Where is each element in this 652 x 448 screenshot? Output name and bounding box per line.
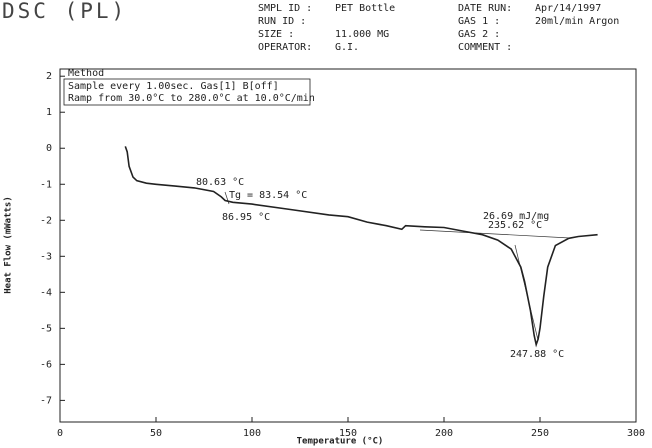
method-box (63, 78, 311, 106)
annotation: Tg = 83.54 °C (229, 190, 307, 201)
annotation: 86.95 °C (222, 212, 270, 223)
chart-title: DSC (PL) (2, 0, 127, 23)
header-label: SIZE : (258, 29, 294, 40)
x-tick-label: 250 (531, 428, 549, 439)
y-tick-label: -2 (40, 215, 52, 226)
x-tick-label: 100 (243, 428, 261, 439)
x-tick-label: 0 (57, 428, 63, 439)
method-title: Method (68, 68, 104, 79)
header-value: 11.000 MG (335, 29, 389, 40)
y-tick-label: 0 (46, 143, 52, 154)
header-label: RUN ID : (258, 16, 306, 27)
y-tick-label: -4 (40, 287, 52, 298)
annotation: 80.63 °C (196, 177, 244, 188)
annotation: 247.88 °C (510, 349, 564, 360)
x-axis-label: Temperature (°C) (297, 437, 384, 447)
header-label: DATE RUN: (458, 3, 512, 14)
y-tick-label: -7 (40, 395, 52, 406)
y-tick-label: -1 (40, 179, 52, 190)
heat-flow-curve (124, 146, 598, 348)
x-tick-label: 50 (150, 428, 162, 439)
y-axis-label: Heat Flow (mWatts) (4, 196, 14, 294)
header-label: SMPL ID : (258, 3, 312, 14)
method-line: Ramp from 30.0°C to 280.0°C at 10.0°C/mi… (68, 93, 315, 104)
header-label: GAS 1 : (458, 16, 500, 27)
baseline-construction (419, 229, 571, 239)
header-value: 20ml/min Argon (535, 16, 619, 27)
header-value: PET Bottle (335, 3, 395, 14)
annotation: 26.69 mJ/mg (483, 211, 549, 222)
x-tick-label: 300 (627, 428, 645, 439)
method-line: Sample every 1.00sec. Gas[1] B[off] (68, 81, 279, 92)
y-tick-label: -6 (40, 359, 52, 370)
y-tick-label: 1 (46, 107, 52, 118)
header-label: OPERATOR: (258, 42, 312, 53)
header-label: GAS 2 : (458, 29, 500, 40)
y-tick-label: -5 (40, 323, 52, 334)
x-tick-label: 150 (339, 428, 357, 439)
header-value: Apr/14/1997 (535, 3, 601, 14)
y-tick-label: 2 (46, 71, 52, 82)
annotation: 235.62 °C (488, 220, 542, 231)
x-tick-label: 200 (435, 428, 453, 439)
header-label: COMMENT : (458, 42, 512, 53)
header-value: G.I. (335, 42, 359, 53)
plot-frame (59, 68, 637, 423)
y-tick-label: -3 (40, 251, 52, 262)
